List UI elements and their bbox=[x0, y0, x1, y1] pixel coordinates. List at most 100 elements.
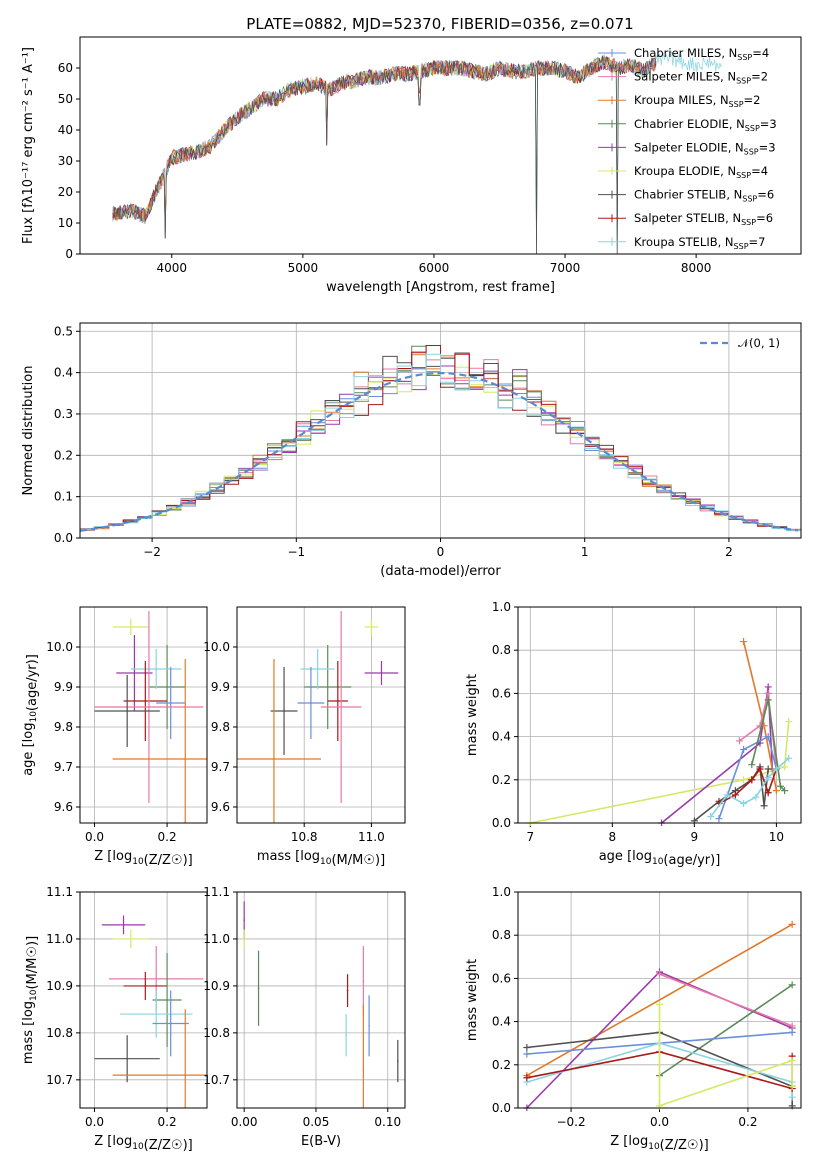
data-point bbox=[166, 999, 168, 1001]
y-tick-label: 0.2 bbox=[492, 1058, 511, 1072]
x-tick-label: 5000 bbox=[288, 261, 319, 275]
data-point bbox=[368, 1025, 370, 1027]
series-marker bbox=[764, 765, 772, 773]
x-tick-label: 1 bbox=[581, 545, 589, 559]
series-marker bbox=[772, 765, 780, 773]
data-point bbox=[380, 672, 383, 674]
data-point bbox=[316, 668, 319, 670]
series-marker bbox=[748, 776, 756, 784]
series-marker bbox=[781, 787, 789, 795]
series-line bbox=[658, 1004, 793, 1107]
x-tick-label: 4000 bbox=[156, 261, 187, 275]
data-point bbox=[283, 710, 285, 712]
weight_vs_age-x-label: age [log10(age/yr)] bbox=[599, 849, 721, 868]
data-point bbox=[126, 710, 128, 712]
data-point bbox=[370, 626, 373, 628]
series-marker bbox=[764, 733, 772, 741]
data-point bbox=[345, 1034, 347, 1037]
y-tick-label: 9.9 bbox=[211, 680, 230, 694]
data-point bbox=[273, 758, 275, 760]
data-point bbox=[169, 702, 172, 704]
series-marker bbox=[785, 754, 793, 762]
y-tick-label: 40 bbox=[58, 123, 73, 137]
data-point bbox=[243, 919, 245, 921]
age_vs_mass-axes: 10.8 11.0 9.6 9.7 9.8 9.9 10.0 mass [log10(M/M☉… bbox=[203, 607, 405, 868]
spectrum-line-kroupa-stelib bbox=[112, 50, 723, 239]
series-marker bbox=[740, 776, 748, 784]
mass_vs_ebv-x-label: E(B-V) bbox=[301, 1134, 341, 1149]
weight_vs_Z-axes: −0.2 0.0 0.2 0.0 0.2 0.4 0.6 0.8 1.0 Z [log10(Z/Z… bbox=[465, 885, 801, 1153]
y-tick-label: 0.8 bbox=[492, 928, 511, 942]
y-tick-label: 0.6 bbox=[492, 686, 511, 700]
x-tick-label: 7 bbox=[526, 830, 534, 844]
series-marker bbox=[776, 782, 784, 790]
y-tick-label: 0.3 bbox=[54, 407, 73, 421]
data-point bbox=[133, 672, 136, 674]
series-marker bbox=[723, 791, 731, 799]
y-tick-label: 10.8 bbox=[203, 1026, 230, 1040]
y-tick-label: 9.9 bbox=[54, 680, 73, 694]
legend-entry: Chabrier MILES, NSSP=4 bbox=[634, 46, 769, 62]
series-marker bbox=[781, 763, 789, 771]
series-marker bbox=[731, 791, 739, 799]
series-marker bbox=[788, 1056, 796, 1064]
y-tick-label: 30 bbox=[58, 154, 73, 168]
data-point bbox=[310, 702, 312, 704]
data-point bbox=[362, 1069, 365, 1072]
y-tick-label: 0.4 bbox=[492, 1015, 511, 1029]
legend-entry: Kroupa STELIB, NSSP=7 bbox=[634, 235, 765, 251]
age_vs_Z-frame bbox=[79, 606, 208, 824]
data-point bbox=[155, 978, 157, 980]
series-line bbox=[718, 767, 778, 805]
y-tick-label: 10 bbox=[58, 216, 73, 230]
legend-entry: 𝒩(0, 1) bbox=[738, 336, 780, 350]
series-marker bbox=[788, 1022, 796, 1030]
series-marker bbox=[788, 981, 796, 989]
series-marker bbox=[523, 1050, 531, 1058]
x-tick-label: 0.2 bbox=[158, 830, 177, 844]
y-tick-label: 10.9 bbox=[203, 979, 230, 993]
y-tick-label: 0.2 bbox=[492, 773, 511, 787]
mass_vs_Z-frame bbox=[79, 891, 208, 1109]
x-tick-label: 0.00 bbox=[231, 1115, 258, 1129]
y-tick-label: 1.0 bbox=[492, 600, 511, 614]
x-tick-label: 10.8 bbox=[291, 830, 318, 844]
y-tick-label: 9.8 bbox=[211, 720, 230, 734]
y-tick-label: 0.1 bbox=[54, 490, 73, 504]
spectrum-x-label: wavelength [Angstrom, rest frame] bbox=[326, 280, 555, 295]
spectrum-y-label: Flux [fλ10⁻¹⁷ erg cm⁻² s⁻¹ A⁻¹] bbox=[21, 47, 36, 244]
series-marker bbox=[740, 746, 748, 754]
data-point bbox=[130, 938, 132, 940]
y-tick-label: 9.8 bbox=[54, 720, 73, 734]
x-tick-label: −2 bbox=[143, 545, 161, 559]
series-line bbox=[530, 721, 790, 824]
series-marker bbox=[656, 970, 663, 978]
series-marker bbox=[764, 689, 772, 697]
y-tick-label: 10.0 bbox=[46, 640, 73, 654]
age_vs_mass-x-label: mass [log10(M/M☉)] bbox=[257, 849, 385, 868]
y-tick-label: 0.0 bbox=[492, 1101, 511, 1115]
hist-lines bbox=[80, 345, 801, 533]
data-point bbox=[337, 700, 339, 702]
series-line bbox=[718, 735, 778, 819]
x-tick-label: −0.2 bbox=[556, 1115, 585, 1129]
data-point bbox=[155, 668, 157, 670]
series-line bbox=[751, 699, 786, 792]
hist-frame bbox=[79, 322, 802, 539]
y-tick-label: 60 bbox=[58, 61, 73, 75]
y-tick-label: 0.0 bbox=[492, 816, 511, 830]
hist-kroupa-stelib bbox=[80, 353, 801, 532]
data-point bbox=[346, 989, 349, 992]
series-marker bbox=[764, 696, 772, 704]
weight_vs_Z-x-label: Z [log10(Z/Z☉)] bbox=[610, 1134, 708, 1153]
series-marker bbox=[756, 765, 764, 773]
y-tick-label: 0.5 bbox=[54, 324, 73, 338]
y-tick-label: 1.0 bbox=[492, 885, 511, 899]
x-tick-label: 0 bbox=[437, 545, 445, 559]
mass_vs_Z-x-label: Z [log10(Z/Z☉)] bbox=[94, 1134, 192, 1153]
hist-legend: 𝒩(0, 1) bbox=[700, 336, 780, 350]
y-tick-label: 9.6 bbox=[54, 800, 73, 814]
series-marker bbox=[788, 1093, 796, 1101]
weight_vs_age-axes: 7 8 9 10 0.0 0.2 0.4 0.6 0.8 1.0 age [log10(age/yr… bbox=[465, 600, 801, 868]
mass_vs_Z-points bbox=[94, 915, 207, 1108]
